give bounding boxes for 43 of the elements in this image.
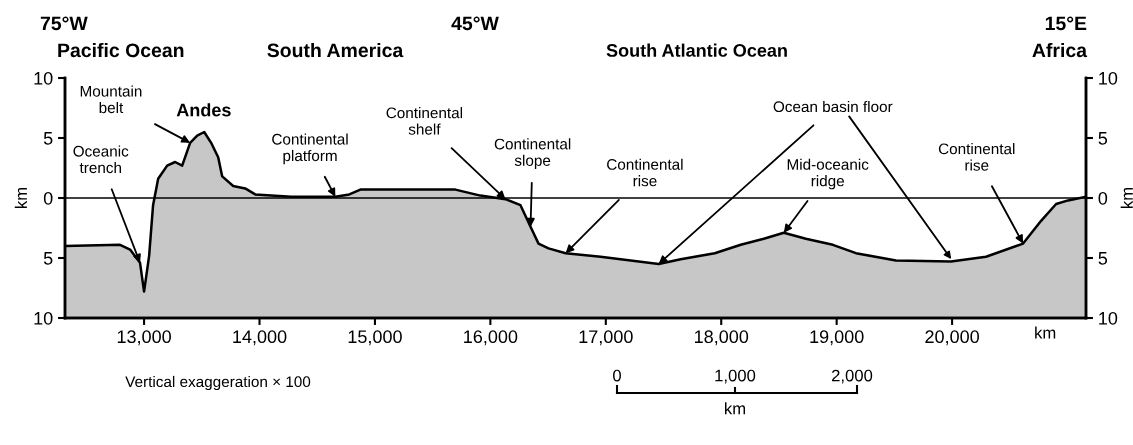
x-tick-label: 15,000 (348, 330, 402, 346)
y2-tick-label: 5 (1098, 252, 1108, 265)
text: Pacific Ocean (58, 42, 184, 58)
text: South Atlantic Ocean (606, 43, 787, 57)
x-tick-label: 20,000 (925, 330, 980, 346)
annotation: Ocean basin floor (773, 100, 893, 113)
x-axis-title: km (1035, 326, 1056, 339)
text: 2,000 (831, 369, 873, 384)
text: Vertical exaggeration × 100 (125, 375, 311, 391)
annotation: Continental rise (607, 158, 683, 187)
text: 0 (613, 369, 621, 382)
annotation: Mid-oceanic ridge (787, 158, 869, 190)
x-tick-label: 19,000 (810, 330, 864, 346)
y2-tick-label: 10 (1099, 71, 1118, 85)
y2-tick-label: 10 (1099, 311, 1118, 325)
x-tick-label: 17,000 (579, 330, 633, 346)
annotation: Continental shelf (386, 107, 463, 135)
x-tick-label: 14,000 (233, 330, 287, 346)
text: South America (267, 42, 404, 58)
y2-tick-label: 0 (1098, 191, 1108, 205)
annotation: Continental slope (494, 138, 571, 169)
annotation: Mountain belt (80, 85, 142, 114)
y-tick-label: 5 (43, 132, 53, 145)
x-tick-label: 16,000 (464, 330, 518, 346)
y-tick-label: 10 (34, 71, 53, 85)
text: 15°E (1045, 16, 1087, 31)
y-tick-label: 0 (43, 191, 53, 205)
x-tick-label: 18,000 (695, 330, 749, 346)
text: km (725, 402, 746, 415)
x-tick-label: 13,000 (117, 330, 171, 346)
text: 75°W (40, 16, 88, 31)
text: 45°W (451, 16, 499, 31)
annotation: Andes (176, 103, 231, 117)
y-axis-title: km (14, 187, 27, 208)
y2-axis-title: km (1120, 187, 1133, 208)
annotation: Continental rise (938, 143, 1015, 171)
text: Africa (1032, 42, 1088, 58)
annotation: Oceanic trench (73, 145, 129, 174)
y2-tick-label: 5 (1098, 132, 1108, 145)
annotation: Continental platform (272, 133, 348, 165)
text: 1,000 (715, 369, 756, 384)
y-tick-label: 10 (34, 311, 53, 325)
y-tick-label: 5 (43, 252, 53, 265)
